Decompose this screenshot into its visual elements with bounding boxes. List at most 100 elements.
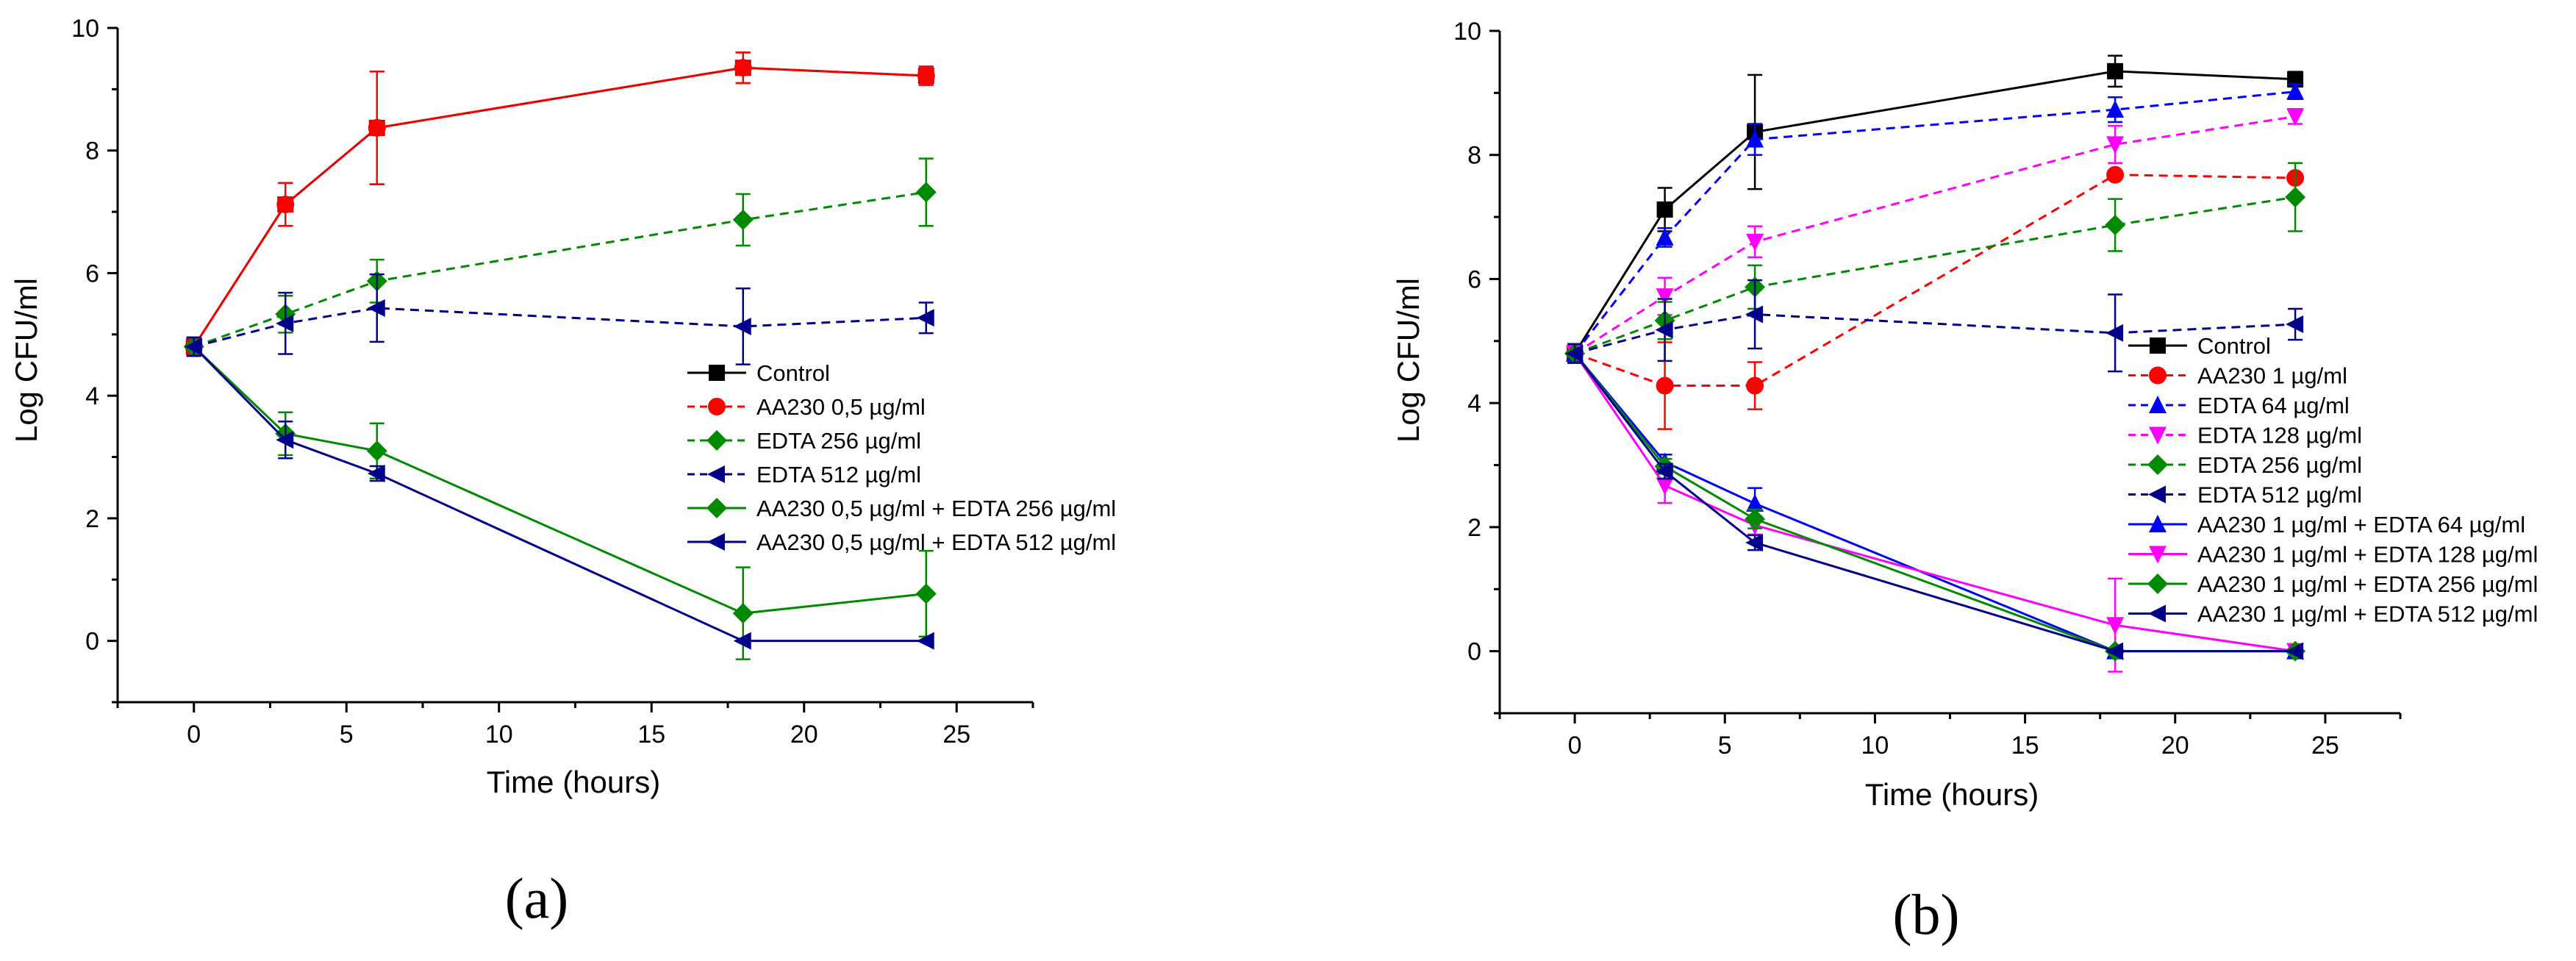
panel-b-series-line xyxy=(1573,70,2296,354)
panel-b-data-point xyxy=(2286,82,2305,100)
panel-b-data-point xyxy=(1656,477,1674,496)
panel-a-x-tick-label: 0 xyxy=(187,721,201,749)
panel-b-legend-marker xyxy=(2149,396,2167,413)
panel-a-data-point xyxy=(916,632,934,650)
panel-b-data-point xyxy=(1745,508,1766,529)
panel-a-series-line xyxy=(193,190,926,348)
panel-b-legend-entry: AA230 1 µg/ml + EDTA 64 µg/ml xyxy=(2128,512,2525,537)
panel-a-data-point xyxy=(276,314,294,332)
panel-b-series-9 xyxy=(1565,343,2304,660)
panel-a-series-line xyxy=(193,66,926,348)
panel-a-legend-marker xyxy=(706,498,727,518)
panel-a-x-tick-label: 15 xyxy=(637,721,665,749)
panel-b-data-point xyxy=(2105,324,2124,342)
panel-b-x-tick-label: 10 xyxy=(1861,732,1889,760)
panel-a-legend-label: EDTA 256 µg/ml xyxy=(756,428,921,454)
panel-b-data-point xyxy=(1746,376,1764,395)
panel-a-y-tick-label: 8 xyxy=(85,137,99,165)
panel-b-data-point xyxy=(1746,129,1764,148)
panel-a-y-tick-label: 2 xyxy=(85,505,99,533)
panel-b-series-line xyxy=(1573,352,2296,653)
panel-a-data-point xyxy=(276,431,294,449)
panel-b-x-tick-label: 15 xyxy=(2011,732,2039,760)
panel-a-y-tick-label: 10 xyxy=(71,15,99,43)
panel-a-data-point xyxy=(734,59,752,77)
panel-a: 0 5 10 15 20 25 0 2 4 6 8 10 Control AA230 0,5 µg/ml… xyxy=(9,15,1116,930)
panel-b-legend-label: AA230 1 µg/ml xyxy=(2197,363,2347,389)
panel-b-data-point xyxy=(2106,100,2125,118)
panel-b-series-6 xyxy=(1566,343,2305,660)
panel-a-legend-marker xyxy=(707,465,725,483)
panel-a-y-tick-label: 6 xyxy=(85,260,99,287)
panel-a-legend-entry: EDTA 512 µg/ml xyxy=(687,462,921,487)
panel-a-data-point xyxy=(732,209,754,230)
panel-b-x-tick-label: 0 xyxy=(1568,732,1582,760)
panel-b-legend-label: Control xyxy=(2197,333,2271,359)
panel-a-y-axis-label: Log CFU/ml xyxy=(9,278,43,443)
panel-b-legend-entry: AA230 1 µg/ml + EDTA 256 µg/ml xyxy=(2128,571,2538,597)
panel-b-data-point xyxy=(2105,642,2124,660)
panel-b-y-tick-label: 10 xyxy=(1453,18,1481,46)
panel-b-data-point xyxy=(1745,305,1764,324)
panel-b-x-tick-label: 5 xyxy=(1718,732,1732,760)
panel-a-data-point xyxy=(916,309,934,327)
panel-b-series-7 xyxy=(1566,343,2305,673)
panel-b-x-tick-label: 20 xyxy=(2161,732,2189,760)
panel-a-series-2 xyxy=(183,157,937,357)
panel-b-legend-entry: Control xyxy=(2128,333,2271,359)
panel-b-legend-entry: EDTA 128 µg/ml xyxy=(2128,423,2362,449)
panel-a-series xyxy=(183,51,937,660)
panel-a-series-3 xyxy=(184,273,934,365)
panel-b-series-3 xyxy=(1566,108,2305,364)
panel-b-y-tick-label: 8 xyxy=(1467,142,1481,170)
panel-b-series-8 xyxy=(1564,343,2306,662)
panel-b-data-point xyxy=(1655,321,1673,339)
panel-a-legend-entry: Control xyxy=(687,360,830,386)
panel-a-legend-label: Control xyxy=(756,360,830,386)
panel-b-legend-label: AA230 1 µg/ml + EDTA 128 µg/ml xyxy=(2197,542,2538,568)
panel-b-legend: Control AA230 1 µg/ml EDTA 64 µg/ml EDTA 12… xyxy=(2128,333,2538,627)
panel-b-y-tick-label: 0 xyxy=(1467,638,1481,666)
panel-b-data-point xyxy=(1745,534,1764,551)
panel-b-axes: 0 5 10 15 20 25 0 2 4 6 8 10 xyxy=(1453,18,2402,760)
panel-b-series xyxy=(1564,54,2306,673)
panel-b-legend-entry: EDTA 64 µg/ml xyxy=(2128,393,2350,418)
panel-b: 0 5 10 15 20 25 0 2 4 6 8 10 Control AA230 1 µg/ml ED… xyxy=(1391,18,2538,946)
panel-a-data-point xyxy=(733,632,751,650)
panel-b-y-tick-label: 6 xyxy=(1467,265,1481,293)
panel-b-legend-marker xyxy=(2148,604,2166,623)
panel-b-legend-marker xyxy=(2149,515,2167,532)
panel-a-x-tick-label: 20 xyxy=(790,721,818,749)
panel-b-legend-entry: EDTA 256 µg/ml xyxy=(2128,452,2362,478)
panel-a-data-point xyxy=(915,182,937,203)
panel-b-legend-entry: AA230 1 µg/ml xyxy=(2128,363,2347,389)
panel-b-legend-label: AA230 1 µg/ml + EDTA 512 µg/ml xyxy=(2197,601,2538,627)
panel-b-data-point xyxy=(2286,108,2305,126)
panel-b-data-point xyxy=(1656,227,1674,246)
panel-a-legend-entry: AA230 0,5 µg/ml xyxy=(687,394,926,420)
panel-a-x-tick-label: 25 xyxy=(942,721,970,749)
panel-b-legend-entry: AA230 1 µg/ml + EDTA 512 µg/ml xyxy=(2128,601,2538,627)
panel-b-data-point xyxy=(2286,315,2304,334)
panel-b-legend-label: EDTA 512 µg/ml xyxy=(2197,482,2362,508)
panel-b-data-point xyxy=(2106,617,2125,635)
panel-a-legend-label: EDTA 512 µg/ml xyxy=(756,462,921,487)
panel-b-legend-marker xyxy=(2149,366,2167,385)
panel-b-x-axis-label: Time (hours) xyxy=(1865,777,2039,812)
panel-a-x-tick-label: 5 xyxy=(340,721,354,749)
panel-a-data-point xyxy=(367,465,385,483)
panel-b-data-point xyxy=(2285,187,2306,208)
panel-b-series-line xyxy=(1574,196,2296,355)
panel-a-data-point xyxy=(367,299,385,317)
panel-a-legend-marker xyxy=(707,533,725,551)
panel-a-series-line xyxy=(193,307,926,348)
panel-b-series-line xyxy=(1573,352,2296,653)
panel-b-series-5 xyxy=(1565,279,2304,373)
panel-b-series-line xyxy=(1573,352,2296,653)
panel-b-series-line xyxy=(1574,115,2296,354)
panel-b-y-tick-label: 2 xyxy=(1467,514,1481,542)
panel-a-legend-label: AA230 0,5 µg/ml xyxy=(756,394,926,420)
panel-b-legend-label: AA230 1 µg/ml + EDTA 256 µg/ml xyxy=(2197,571,2538,597)
panel-b-x-tick-label: 25 xyxy=(2311,732,2339,760)
